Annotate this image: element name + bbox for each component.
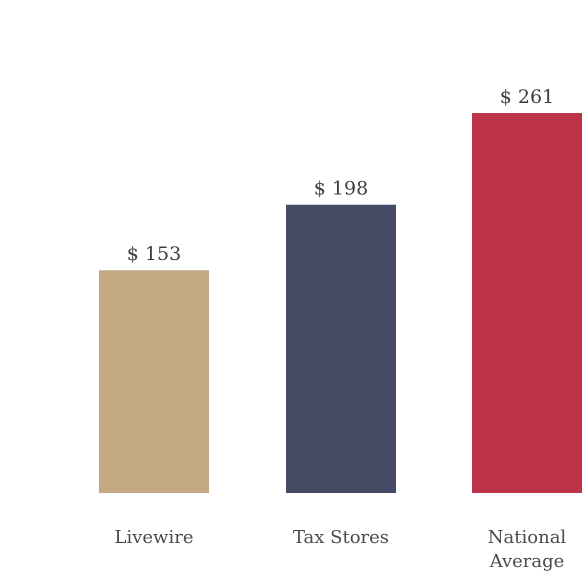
value-label-1: $ 198 bbox=[314, 178, 368, 200]
category-label-2-line-1: Average bbox=[489, 551, 565, 572]
category-label-0: Livewire bbox=[115, 527, 194, 548]
category-label-2-line-0: National bbox=[488, 527, 567, 548]
category-label-1: Tax Stores bbox=[293, 527, 389, 548]
value-label-2: $ 261 bbox=[500, 86, 554, 108]
bar-2 bbox=[472, 113, 582, 493]
value-labels-layer: $ 153 $ 198 $ 261 bbox=[127, 86, 554, 265]
bar-1 bbox=[286, 204, 396, 494]
bar-0 bbox=[99, 270, 209, 493]
category-labels-layer: Livewire Tax Stores National Average bbox=[115, 527, 567, 572]
bars-layer bbox=[99, 113, 582, 494]
category-label-2: National Average bbox=[488, 527, 567, 572]
category-label-1-line-0: Tax Stores bbox=[293, 527, 389, 548]
value-label-0: $ 153 bbox=[127, 243, 181, 265]
category-label-0-line-0: Livewire bbox=[115, 527, 194, 548]
